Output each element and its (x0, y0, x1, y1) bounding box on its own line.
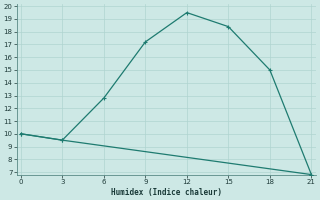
X-axis label: Humidex (Indice chaleur): Humidex (Indice chaleur) (111, 188, 221, 197)
